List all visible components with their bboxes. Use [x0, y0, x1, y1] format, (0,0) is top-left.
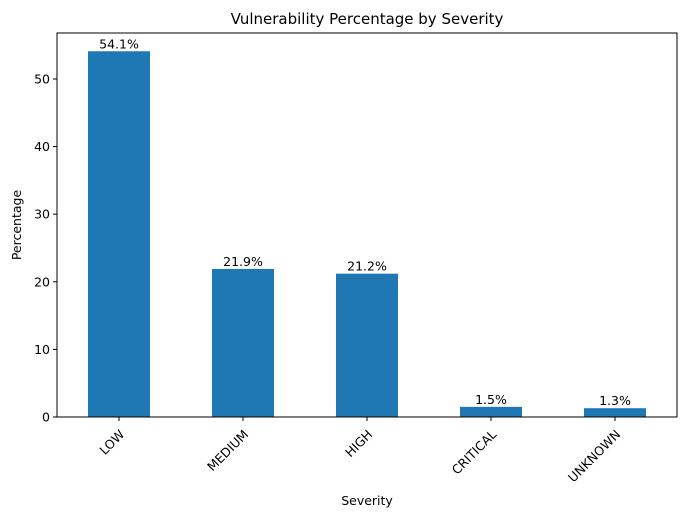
y-tick-label: 10: [34, 342, 50, 357]
y-axis-label: Percentage: [9, 190, 24, 261]
data-labels: 54.1% 21.9% 21.2% 1.5% 1.3%: [99, 36, 631, 408]
data-label-unknown: 1.3%: [599, 393, 631, 408]
x-tick-label-unknown: UNKNOWN: [565, 427, 623, 485]
y-tick-label: 50: [34, 71, 50, 86]
x-tick-label-low: LOW: [96, 427, 127, 458]
x-axis: LOW MEDIUM HIGH CRITICAL UNKNOWN: [96, 417, 623, 485]
data-label-critical: 1.5%: [475, 392, 507, 407]
x-axis-label: Severity: [341, 493, 393, 508]
y-axis: 0 10 20 30 40 50: [34, 71, 57, 425]
y-tick-label: 30: [34, 207, 50, 222]
x-tick-label-high: HIGH: [342, 427, 375, 460]
bar-critical: [460, 406, 522, 417]
bar-unknown: [584, 408, 646, 417]
chart-title: Vulnerability Percentage by Severity: [231, 10, 504, 28]
y-tick-label: 0: [42, 410, 50, 425]
bar-high: [336, 273, 398, 417]
bar-low: [88, 51, 150, 418]
bar-medium: [212, 268, 274, 417]
x-tick-label-critical: CRITICAL: [449, 427, 500, 478]
data-label-low: 54.1%: [99, 36, 139, 51]
plot-frame: [56, 32, 678, 418]
bars: [88, 51, 646, 418]
y-tick-label: 40: [34, 139, 50, 154]
x-tick-label-medium: MEDIUM: [204, 427, 251, 474]
data-label-medium: 21.9%: [223, 254, 263, 269]
y-tick-label: 20: [34, 274, 50, 289]
data-label-high: 21.2%: [347, 259, 387, 274]
